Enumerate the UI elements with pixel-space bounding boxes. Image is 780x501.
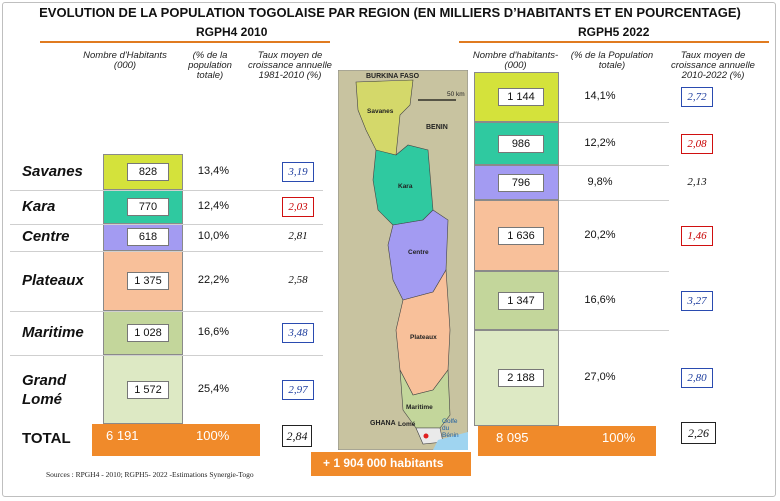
- right-percent-plateaux: 20,2%: [584, 228, 616, 241]
- right-total-rate: 2,26: [681, 422, 716, 444]
- left-value-maritime: 1 028: [127, 324, 169, 343]
- region-label-kara: Kara: [22, 197, 56, 215]
- right-bar-plateaux: [474, 199, 559, 272]
- left-percent-grand-lome: 25,4%: [197, 382, 230, 395]
- increase-banner: + 1 904 000 habitants: [311, 452, 471, 476]
- map-label-centre: Centre: [408, 249, 429, 256]
- left-col-rate-header: Taux moyen de croissance annuelle 1981-2…: [248, 50, 332, 81]
- left-rate-centre: 2,81: [288, 230, 308, 243]
- right-row-divider: [559, 199, 669, 201]
- left-percent-savanes: 13,4%: [197, 165, 230, 178]
- right-value-centre: 796: [498, 173, 544, 192]
- right-col-rate-header: Taux moyen de croissance annuelle 2010-2…: [671, 50, 755, 81]
- right-percent-grand-lome: 27,0%: [584, 371, 616, 384]
- right-rate-plateaux: 1,46: [681, 225, 713, 246]
- region-label-centre: Centre: [22, 228, 70, 246]
- map-label-ghana: GHANA: [370, 420, 396, 427]
- right-row-divider: [559, 122, 669, 123]
- togo-map: [338, 70, 468, 450]
- map-region-maritime: [399, 369, 451, 429]
- right-row-divider: [559, 330, 669, 332]
- map-label-scale: 50 km: [447, 91, 465, 98]
- left-row-divider: [10, 355, 323, 357]
- right-subtitle: RGPH5 2022: [578, 25, 650, 39]
- left-rate-plateaux: 2,58: [288, 273, 308, 286]
- left-percent-centre: 10,0%: [197, 230, 230, 243]
- region-label-maritime: Maritime: [22, 324, 84, 342]
- right-rate-maritime: 3,27: [681, 290, 713, 311]
- chart-title: EVOLUTION DE LA POPULATION TOGOLAISE PAR…: [39, 5, 741, 20]
- sources-note: Sources : RPGH4 - 2010; RGPH5- 2022 -Est…: [46, 470, 254, 479]
- region-label-grand-lome: Grand Lomé: [22, 371, 67, 408]
- left-col-count-header: Nombre d'Habitants (000): [83, 50, 167, 71]
- map-label-kara: Kara: [398, 183, 413, 190]
- map-sea: [433, 432, 468, 450]
- left-rate-grand-lome: 2,97: [282, 379, 314, 400]
- map-label-burkina: BURKINA FASO: [366, 73, 420, 80]
- left-header-rule: [40, 41, 330, 43]
- map-label-benin: BENIN: [426, 124, 448, 131]
- left-value-savanes: 828: [127, 163, 169, 182]
- left-bar-savanes: [103, 154, 183, 191]
- left-value-grand-lome: 1 572: [127, 380, 169, 399]
- region-label-savanes: Savanes: [22, 163, 83, 181]
- right-header-rule: [459, 41, 769, 43]
- map-label-lome: Lomé: [398, 421, 416, 428]
- map-label-maritime: Maritime: [406, 404, 433, 411]
- right-row-divider: [559, 165, 669, 167]
- right-rate-kara: 2,08: [681, 133, 713, 154]
- right-value-plateaux: 1 636: [498, 226, 544, 245]
- region-label-plateaux: Plateaux: [22, 271, 84, 289]
- map-label-golfe: Golfe du Bénin: [442, 418, 459, 439]
- right-total-percent: 100%: [602, 430, 636, 445]
- right-percent-centre: 9,8%: [587, 175, 613, 188]
- left-total-rate: 2,84: [282, 425, 312, 447]
- left-row-divider: [10, 250, 323, 252]
- right-percent-savanes: 14,1%: [584, 90, 616, 102]
- right-rate-savanes: 2,72: [681, 87, 713, 107]
- left-rate-kara: 2,03: [282, 196, 314, 217]
- left-value-plateaux: 1 375: [127, 271, 169, 290]
- right-total-bar: 8 095 100%: [478, 426, 656, 456]
- right-value-savanes: 1 144: [498, 88, 544, 106]
- map-label-savanes: Savanes: [367, 108, 394, 115]
- left-percent-plateaux: 22,2%: [197, 273, 230, 286]
- right-col-percent-header: (% de la Population totale): [570, 50, 654, 71]
- right-value-maritime: 1 347: [498, 291, 544, 310]
- lome-marker-icon: [423, 433, 429, 439]
- right-col-count-header: Nombre d'habitants- (000): [472, 50, 559, 71]
- left-total-bar: 6 191 100%: [92, 424, 260, 456]
- left-row-divider: [10, 190, 323, 192]
- left-rate-savanes: 3,19: [282, 162, 314, 183]
- left-total-percent: 100%: [196, 428, 230, 443]
- right-percent-kara: 12,2%: [584, 136, 616, 149]
- left-percent-kara: 12,4%: [197, 199, 230, 212]
- right-value-kara: 986: [498, 134, 544, 153]
- left-value-kara: 770: [127, 197, 169, 216]
- right-value-grand-lome: 2 188: [498, 369, 544, 388]
- right-rate-centre: 2,13: [687, 175, 707, 188]
- right-rate-grand-lome: 2,80: [681, 368, 713, 389]
- right-row-divider: [559, 271, 669, 273]
- left-row-divider: [10, 310, 323, 312]
- left-total-value: 6 191: [106, 428, 139, 443]
- right-total-value: 8 095: [496, 430, 529, 445]
- right-percent-maritime: 16,6%: [584, 293, 616, 306]
- increase-text: + 1 904 000 habitants: [323, 456, 444, 470]
- left-value-centre: 618: [127, 228, 169, 247]
- left-row-divider: [10, 223, 323, 225]
- map-label-plateaux: Plateaux: [410, 334, 437, 341]
- total-label: TOTAL: [22, 430, 71, 447]
- left-rate-maritime: 3,48: [282, 323, 314, 344]
- left-percent-maritime: 16,6%: [197, 326, 230, 339]
- left-subtitle: RGPH4 2010: [196, 25, 268, 39]
- left-col-percent-header: (% de la population totale): [188, 50, 232, 81]
